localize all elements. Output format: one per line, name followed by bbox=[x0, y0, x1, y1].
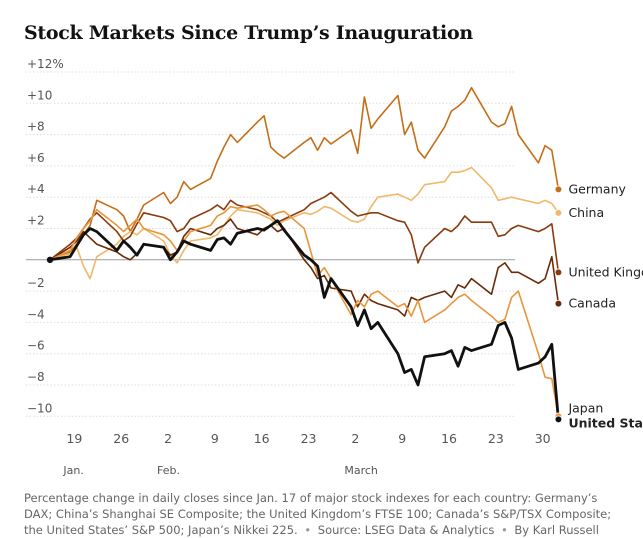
end-marker-layer bbox=[46, 185, 563, 424]
start-marker bbox=[46, 256, 54, 263]
end-label-germany: Germany bbox=[568, 181, 626, 196]
y-tick-label: −8 bbox=[27, 370, 45, 384]
x-tick-label: 2 bbox=[164, 431, 172, 446]
series-line-united-kingdom bbox=[49, 191, 560, 274]
caption-byline: By Karl Russell bbox=[514, 523, 599, 537]
x-tick-label: 26 bbox=[113, 431, 129, 446]
x-tick-label: 30 bbox=[535, 431, 551, 446]
y-tick-label: +8 bbox=[27, 120, 45, 134]
caption-separator: • bbox=[497, 523, 512, 537]
end-label-layer: Germany China United Kingdom Canada JapanUni… bbox=[567, 181, 643, 430]
end-label-japan: Japan bbox=[567, 400, 603, 415]
end-label-united-kingdom: United Kingdom bbox=[568, 264, 643, 279]
x-tick-label: 16 bbox=[441, 431, 457, 446]
end-marker-china bbox=[554, 209, 563, 217]
y-tick-label: −6 bbox=[27, 339, 45, 353]
line-chart: +12% +10 +8 +6 +4 +2 −2 −4 −6 −8 −10 19 Jan. 26 2 Feb.… bbox=[26, 57, 643, 477]
x-tick-label: 23 bbox=[301, 431, 317, 446]
series-line-japan bbox=[49, 204, 560, 418]
x-tick-label: 9 bbox=[211, 431, 219, 446]
x-month-label: Jan. bbox=[62, 464, 83, 477]
x-tick-labels: 19 Jan. 26 2 Feb. 9 16 23 2 March 9 16 23 30 bbox=[62, 431, 550, 477]
series-line-china bbox=[49, 166, 560, 280]
y-tick-label: −2 bbox=[27, 276, 45, 290]
end-marker-united-kingdom bbox=[554, 268, 563, 277]
chart-title: Stock Markets Since Trump’s Inauguration bbox=[24, 22, 473, 44]
y-tick-labels: +12% +10 +8 +6 +4 +2 −2 −4 −6 −8 −10 bbox=[27, 57, 64, 415]
x-tick-label: 19 bbox=[66, 431, 82, 446]
end-marker-germany bbox=[554, 185, 563, 194]
chart-caption: Percentage change in daily closes since … bbox=[24, 490, 624, 538]
caption-separator: • bbox=[300, 523, 315, 537]
x-tick-label: 9 bbox=[398, 431, 406, 446]
y-tick-label: +12% bbox=[27, 57, 64, 71]
y-tick-label: +10 bbox=[27, 88, 52, 102]
end-label-united-states: United States bbox=[568, 415, 643, 430]
y-tick-label: −4 bbox=[27, 307, 45, 321]
x-tick-label: 2 bbox=[351, 431, 359, 446]
end-marker-united-states bbox=[554, 415, 563, 424]
x-tick-label: 16 bbox=[254, 431, 270, 446]
series-line-united-states bbox=[48, 219, 560, 421]
x-tick-label: 23 bbox=[488, 431, 504, 446]
end-label-china: China bbox=[568, 205, 604, 220]
y-tick-label: +4 bbox=[27, 182, 45, 196]
x-month-label: Feb. bbox=[157, 464, 180, 477]
caption-text: Percentage change in daily closes since … bbox=[24, 491, 612, 537]
y-tick-label: +2 bbox=[27, 214, 45, 228]
end-marker-canada bbox=[554, 299, 563, 308]
x-month-label: March bbox=[344, 464, 378, 477]
end-label-canada: Canada bbox=[568, 296, 616, 311]
y-tick-label: −10 bbox=[27, 401, 52, 415]
caption-source: Source: LSEG Data & Analytics bbox=[317, 523, 495, 537]
series-layer bbox=[48, 86, 560, 421]
y-tick-label: +6 bbox=[27, 151, 45, 165]
grid-layer bbox=[26, 71, 515, 417]
